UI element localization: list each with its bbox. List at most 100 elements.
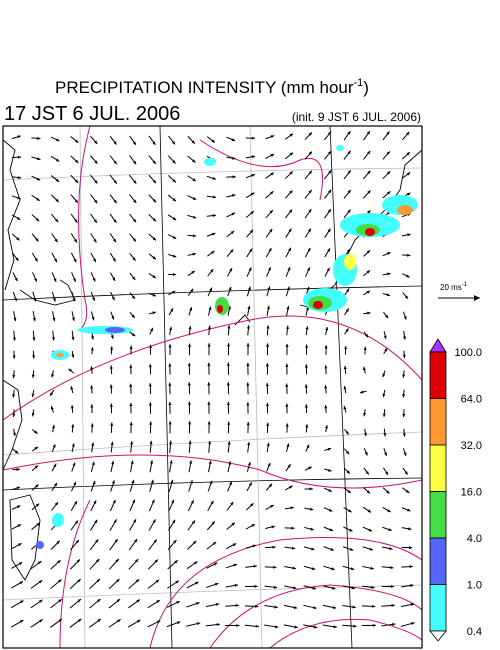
wind-arrowhead [172, 235, 177, 239]
wind-arrowhead [232, 194, 236, 198]
wind-arrowhead [170, 308, 174, 312]
wind-arrowhead [92, 278, 96, 282]
wind-arrowhead [113, 238, 117, 243]
wind-arrowhead [94, 160, 98, 164]
wind-arrowhead [247, 441, 251, 446]
wind-arrowhead [132, 238, 136, 242]
wind-arrowhead [248, 267, 252, 271]
wind-arrowhead [251, 524, 255, 528]
wind-arrowhead [251, 174, 255, 177]
wind-arrowhead [385, 471, 389, 475]
wind-arrowhead [350, 567, 355, 571]
wind-arrowhead [386, 171, 391, 175]
wind-arrowhead [207, 325, 211, 329]
wind-arrowhead [403, 336, 407, 340]
wind-arrowhead [132, 257, 136, 261]
wind-arrowhead [172, 179, 176, 183]
wind-arrowhead [207, 382, 211, 386]
wind-arrowhead [152, 218, 157, 222]
wind-arrowhead [93, 500, 97, 504]
wind-arrowhead [407, 508, 411, 512]
wind-arrowhead [112, 277, 116, 281]
wind-arrowhead [308, 170, 312, 175]
wind-arrowhead [32, 355, 36, 359]
wind-arrowhead [231, 212, 235, 216]
wind-arrowhead [196, 602, 200, 605]
contour [199, 139, 323, 201]
wind-arrowhead [405, 489, 410, 493]
wind-arrowhead [97, 619, 101, 623]
wind-arrowhead [111, 296, 115, 301]
wind-arrowhead [152, 160, 156, 165]
vector-key-text: 20 ms [440, 283, 462, 292]
wind-arrowhead [109, 365, 113, 369]
title-close: ) [363, 78, 369, 97]
colorbar-label: 32.0 [461, 440, 482, 452]
wind-arrowhead [76, 559, 80, 563]
wind-arrowhead [372, 623, 376, 627]
wind-arrowhead [327, 228, 331, 233]
wind-arrowhead [132, 276, 136, 280]
wind-arrowhead [132, 218, 137, 223]
wind-arrowhead [232, 156, 236, 160]
wind-arrowhead [113, 519, 117, 523]
wind-arrowhead [287, 247, 291, 252]
wind-arrowhead [210, 269, 214, 273]
wind-arrowhead [333, 625, 337, 629]
wind-arrowhead [214, 582, 219, 586]
wind-arrowhead [172, 217, 177, 221]
wind-arrowhead [72, 462, 76, 467]
wind-arrowhead [51, 424, 55, 429]
wind-arrowhead [72, 297, 76, 302]
wind-arrowhead [266, 422, 270, 426]
wind-arrowhead [209, 287, 212, 292]
colorbar-segment [429, 537, 447, 585]
colorbar-label: 1.0 [467, 580, 482, 592]
map-background [3, 126, 422, 648]
colorbar-segment [429, 584, 447, 632]
colorbar-over [429, 338, 447, 353]
wind-arrowhead [113, 199, 117, 204]
wind-arrowhead [229, 481, 232, 485]
grid-line [2, 477, 423, 491]
wind-arrowhead [192, 159, 196, 163]
wind-arrowhead [75, 539, 79, 544]
wind-arrowhead [249, 229, 254, 234]
wind-arrowhead [131, 314, 135, 318]
grid-line [329, 125, 353, 649]
wind-arrowhead [247, 286, 251, 291]
wind-arrowhead [306, 286, 310, 291]
wind-arrowhead [232, 175, 236, 179]
wind-arrowhead [39, 599, 43, 603]
wind-arrowhead [347, 489, 351, 493]
wind-arrowhead [273, 585, 278, 589]
wind-arrowhead [53, 278, 57, 282]
wind-arrowhead [56, 138, 60, 142]
contour [269, 618, 423, 649]
wind-arrowhead [35, 503, 40, 507]
wind-arrowhead [148, 402, 152, 406]
precip-area [336, 145, 344, 151]
wind-arrowhead [191, 520, 195, 524]
wind-arrowhead [17, 196, 21, 200]
wind-arrowhead [309, 507, 314, 511]
wind-arrowhead [367, 150, 371, 155]
wind-arrowhead [346, 248, 350, 253]
precip-area [313, 301, 323, 309]
wind-arrowhead [248, 482, 252, 486]
wind-arrowhead [91, 336, 95, 340]
wind-arrowhead [227, 325, 231, 329]
wind-arrowhead [266, 442, 270, 447]
wind-arrowhead [251, 136, 255, 140]
wind-arrowhead [289, 133, 294, 137]
wind-arrowhead [16, 237, 20, 241]
colorbar-label: 4.0 [467, 533, 482, 545]
wind-arrowhead [285, 403, 289, 407]
wind-arrowhead [152, 311, 156, 315]
wind-arrowhead [174, 560, 178, 564]
wind-arrowhead [231, 522, 235, 526]
wind-arrowhead [294, 625, 298, 629]
colorbar-label: 16.0 [461, 487, 482, 499]
colorbar-segment [429, 444, 447, 492]
wind-arrowhead [208, 440, 212, 445]
